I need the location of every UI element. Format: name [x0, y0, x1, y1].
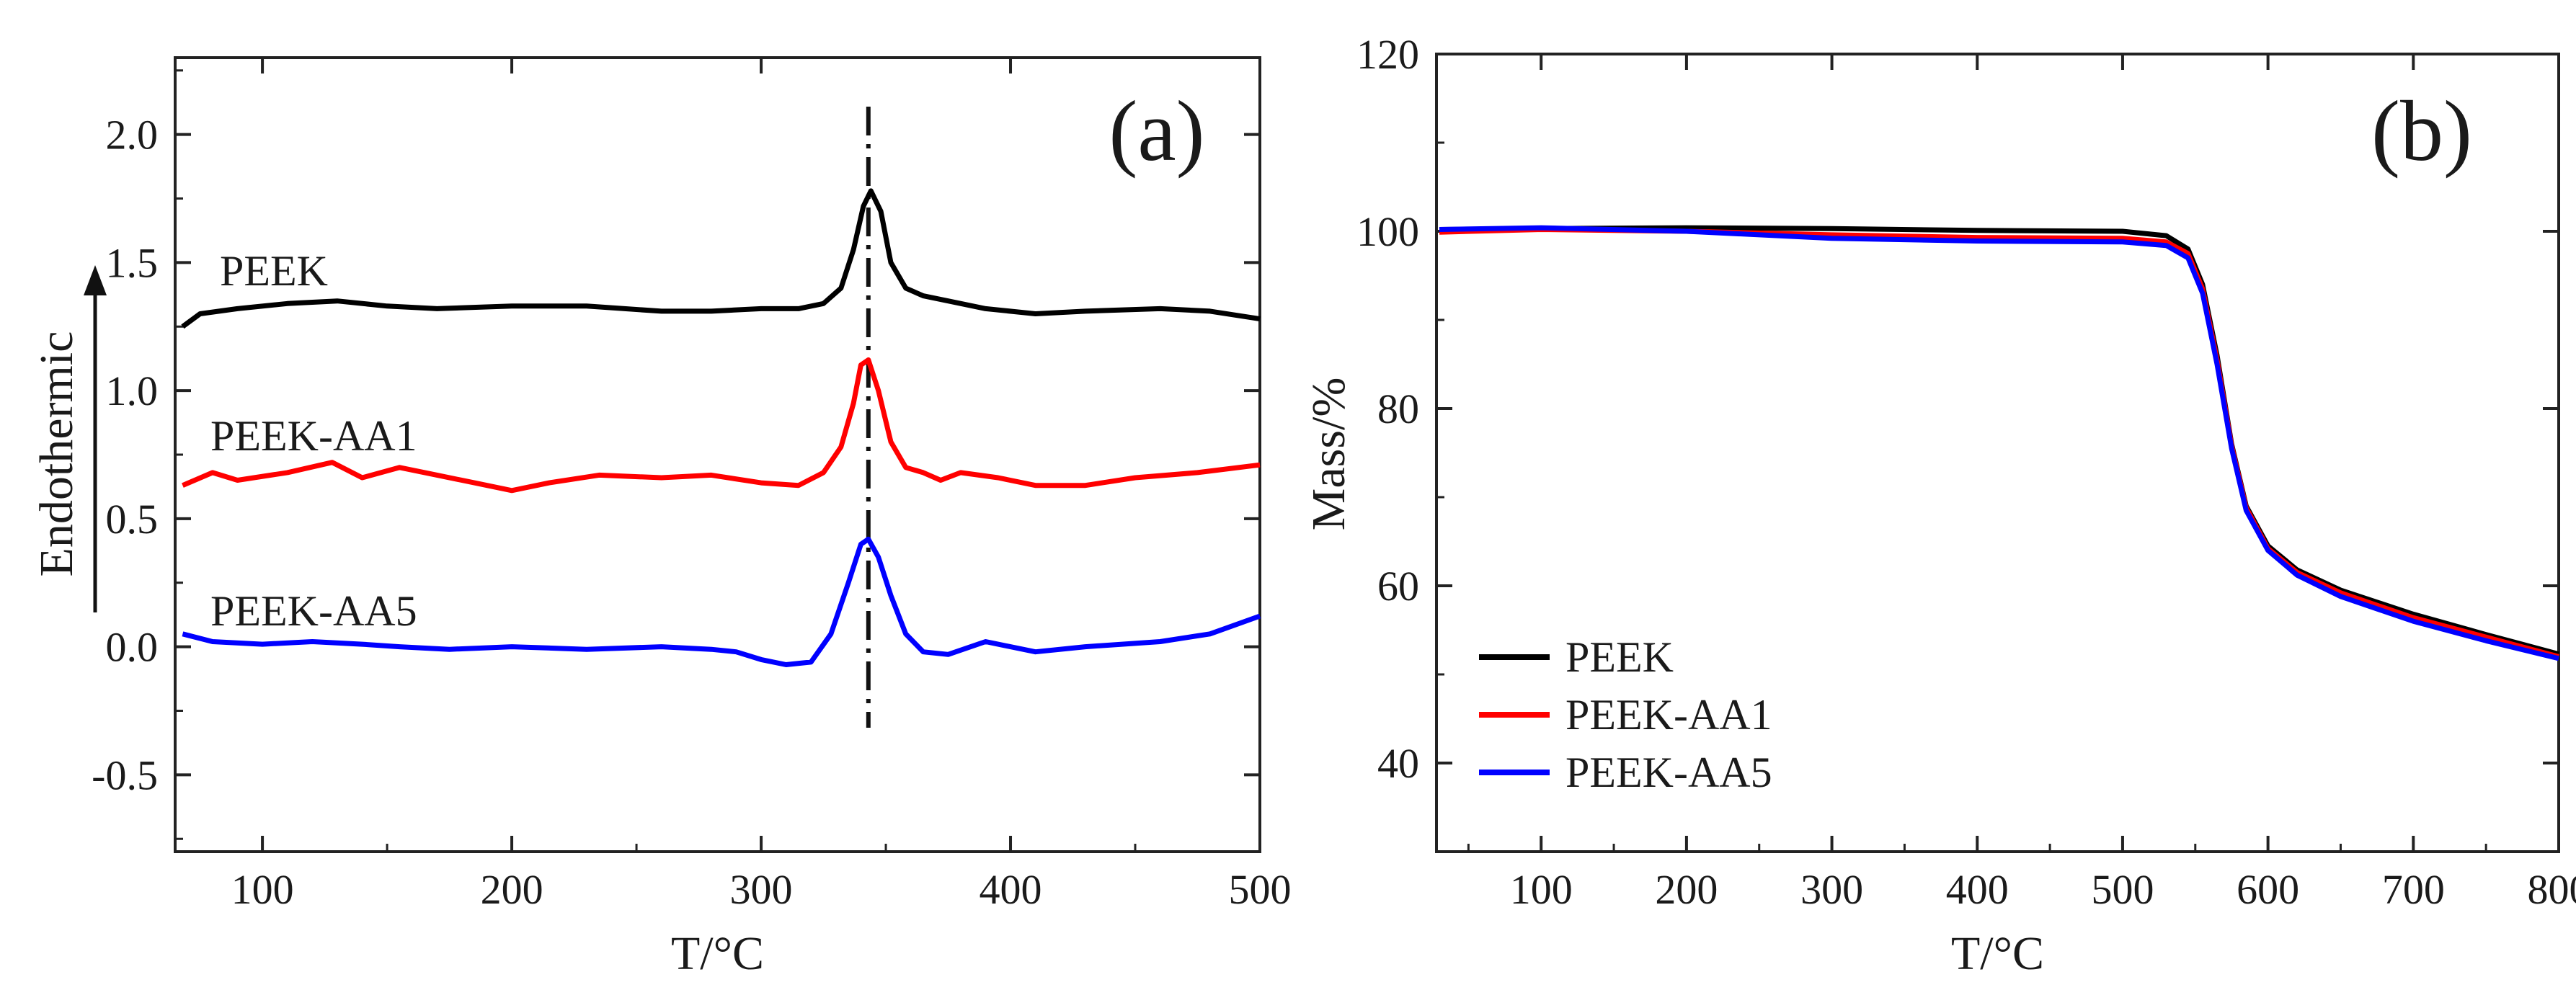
panel-a-label: (a): [1109, 83, 1204, 179]
x-tick-label: 400: [1946, 866, 2009, 913]
panel-a-tick-labels: 100 200 300 400 500 -0.5 0.0 0.5 1.0 1.5 2.0: [92, 112, 1291, 913]
y-tick-label: 60: [1377, 563, 1419, 610]
panel-a-series: [181, 188, 1261, 667]
x-tick-label: 700: [2382, 866, 2445, 913]
panel-a-series-label-peek-aa5: PEEK-AA5: [210, 587, 417, 635]
y-tick-label: 1.5: [106, 239, 159, 286]
panel-b-tick-labels: 100 200 300 400 500 600 700 800 40 60 80 100 120: [1356, 31, 2576, 913]
x-tick-label: 800: [2528, 866, 2576, 913]
x-tick-label: 200: [1655, 866, 1718, 913]
panel-b-x-axis-title: T/°C: [1951, 927, 2044, 980]
y-tick-label: 0.0: [106, 624, 159, 671]
panel-a-series-labels: PEEK PEEK-AA1 PEEK-AA5: [210, 247, 417, 635]
x-tick-label: 200: [481, 866, 543, 913]
x-tick-label: 100: [1510, 866, 1573, 913]
panel-a-ticks: [175, 58, 1261, 852]
panel-b-series: [1439, 225, 2559, 661]
series-line-peek-aa5: [1439, 225, 2559, 661]
x-tick-label: 400: [980, 866, 1042, 913]
series-line-peek: [1439, 225, 2559, 657]
x-tick-label: 100: [231, 866, 294, 913]
panel-a-dsc-chart: 100 200 300 400 500-0.50.00.51.01.52.0 T/°C …: [30, 56, 1292, 980]
y-tick-label: -0.5: [92, 752, 158, 798]
y-tick-label: 40: [1377, 740, 1419, 787]
panel-a-x-axis-title: T/°C: [671, 927, 764, 980]
x-tick-label: 300: [1800, 866, 1863, 913]
panel-b-y-axis-title: Mass/%: [1302, 378, 1355, 531]
x-tick-label: 500: [2091, 866, 2154, 913]
x-tick-label: 600: [2237, 866, 2299, 913]
y-tick-label: 100: [1356, 208, 1419, 255]
y-tick-label: 0.5: [106, 496, 159, 543]
panel-b-plot-frame: [1435, 53, 2560, 853]
panel-a-series-label-peek: PEEK: [220, 247, 328, 295]
panel-a-series-label-peek-aa1: PEEK-AA1: [210, 412, 417, 460]
series-line-peek-aa1: [182, 357, 1261, 494]
panel-b-tga-chart: 100 200 300 400 500 600 700 800 40 60 80 100 120 T/°…: [1302, 31, 2576, 980]
series-line-peek-aa5: [182, 536, 1261, 667]
panel-b-legend: PEEK PEEK-AA1 PEEK-AA5: [1479, 633, 1772, 796]
legend-label-peek-aa1: PEEK-AA1: [1565, 691, 1772, 739]
panel-b-label: (b): [2371, 83, 2472, 179]
x-tick-label: 300: [730, 866, 793, 913]
legend-label-peek: PEEK: [1565, 633, 1674, 681]
y-tick-label: 120: [1356, 31, 1419, 78]
series-line-peek: [181, 188, 1261, 329]
panel-a-y-axis-title: Endothermic: [30, 331, 83, 577]
y-tick-label: 1.0: [106, 367, 159, 414]
y-tick-label: 2.0: [106, 112, 159, 159]
panel-a-y-axis-title-group: Endothermic: [30, 265, 107, 612]
x-tick-label: 500: [1229, 866, 1292, 913]
legend-label-peek-aa5: PEEK-AA5: [1565, 749, 1772, 796]
series-line-peek-aa1: [1439, 227, 2559, 659]
panel-a-endothermic-arrow-head: [84, 265, 107, 295]
y-tick-label: 80: [1377, 385, 1419, 432]
